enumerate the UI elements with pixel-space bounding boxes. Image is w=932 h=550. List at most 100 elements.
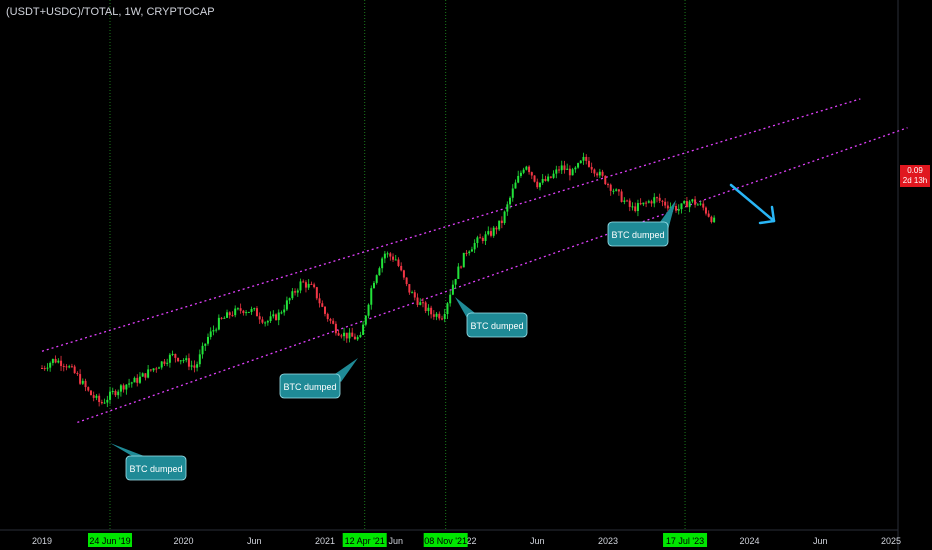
candle-body bbox=[272, 314, 275, 317]
candle-body bbox=[73, 366, 76, 374]
date-marker-badge bbox=[87, 533, 132, 547]
candle-body bbox=[364, 315, 367, 325]
candle-body bbox=[190, 365, 193, 367]
candle-body bbox=[530, 172, 533, 176]
candle-body bbox=[519, 172, 522, 176]
candle-body bbox=[596, 173, 599, 176]
candle-body bbox=[495, 227, 498, 230]
candle-body bbox=[65, 366, 68, 368]
candle-body bbox=[383, 253, 386, 259]
candle-body bbox=[528, 166, 531, 173]
candle-body bbox=[598, 171, 601, 176]
candle-body bbox=[517, 175, 520, 183]
candle-body bbox=[642, 202, 645, 205]
candle-body bbox=[245, 312, 248, 314]
candle-body bbox=[329, 319, 332, 321]
candle-body bbox=[285, 300, 288, 310]
candle-body bbox=[655, 197, 658, 199]
candle-body bbox=[196, 364, 199, 368]
candle-body bbox=[147, 369, 150, 378]
candle-body bbox=[498, 220, 501, 230]
candle-body bbox=[60, 360, 63, 366]
candle-body bbox=[647, 201, 650, 203]
candle-body bbox=[462, 252, 465, 268]
candle-body bbox=[636, 203, 639, 212]
candle-body bbox=[525, 166, 528, 170]
candle-body bbox=[449, 294, 452, 304]
candle-body bbox=[125, 384, 128, 390]
candle-body bbox=[324, 306, 326, 314]
candle-body bbox=[103, 402, 106, 404]
candle-body bbox=[201, 345, 204, 355]
candle-body bbox=[696, 204, 699, 206]
last-price-badge: 0.09 2d 13h bbox=[900, 165, 930, 187]
candle-body bbox=[198, 354, 201, 365]
candle-body bbox=[367, 304, 370, 316]
candle-body bbox=[503, 211, 506, 224]
candle-body bbox=[160, 361, 163, 368]
candle-body bbox=[533, 175, 536, 182]
candle-body bbox=[239, 308, 242, 311]
candle-body bbox=[430, 307, 433, 315]
candle-body bbox=[372, 282, 375, 289]
callout-bubble bbox=[279, 373, 341, 399]
date-marker-label: 08 Nov '21 bbox=[424, 536, 467, 546]
candle-body bbox=[460, 266, 463, 268]
candle-body bbox=[509, 197, 512, 205]
candle-body bbox=[359, 334, 362, 338]
candle-body bbox=[661, 200, 664, 202]
candle-body bbox=[707, 213, 710, 217]
candle-body bbox=[51, 358, 54, 363]
candle-body bbox=[212, 330, 215, 332]
candle-body bbox=[590, 166, 593, 170]
candle-body bbox=[133, 377, 136, 383]
candle-body bbox=[231, 315, 234, 317]
candle-body bbox=[677, 209, 680, 211]
candle-body bbox=[579, 160, 582, 164]
candle-body bbox=[547, 176, 550, 181]
candle-body bbox=[149, 369, 152, 371]
candle-body bbox=[155, 368, 158, 370]
candle-body bbox=[585, 156, 588, 161]
candle-body bbox=[100, 402, 103, 404]
candle-body bbox=[441, 318, 444, 320]
candle-body bbox=[269, 316, 272, 322]
candle-body bbox=[451, 284, 454, 295]
candle-body bbox=[138, 376, 141, 383]
date-marker-label: 24 Jun '19 bbox=[89, 536, 130, 546]
x-tick-label: Jun bbox=[530, 536, 545, 546]
candle-body bbox=[275, 314, 278, 321]
candle-body bbox=[500, 220, 503, 224]
candle-body bbox=[623, 200, 626, 202]
date-marker-badge bbox=[663, 533, 708, 547]
candle-body bbox=[386, 253, 389, 255]
candle-body bbox=[334, 323, 337, 334]
candle-body bbox=[653, 197, 656, 204]
candle-body bbox=[337, 333, 340, 336]
candle-body bbox=[250, 308, 253, 312]
candle-body bbox=[49, 362, 52, 368]
candle-body bbox=[130, 382, 133, 384]
candle-body bbox=[264, 322, 267, 324]
candle-body bbox=[612, 190, 615, 192]
candle-body bbox=[141, 373, 144, 377]
candle-body bbox=[555, 169, 558, 174]
candle-body bbox=[454, 278, 457, 285]
candle-body bbox=[639, 203, 642, 205]
candle-body bbox=[675, 205, 678, 211]
candle-body bbox=[582, 156, 585, 161]
candle-body bbox=[375, 275, 378, 283]
candle-body bbox=[326, 313, 329, 320]
candle-body bbox=[348, 332, 351, 339]
candle-body bbox=[609, 184, 612, 191]
candle-body bbox=[424, 302, 427, 312]
candle-body bbox=[204, 343, 207, 346]
candle-body bbox=[650, 201, 653, 204]
callout-tail bbox=[110, 443, 144, 456]
candle-body bbox=[280, 312, 283, 314]
candle-body bbox=[405, 277, 408, 285]
candle-body bbox=[457, 266, 460, 279]
candle-body bbox=[226, 312, 229, 318]
candle-body bbox=[128, 383, 131, 385]
